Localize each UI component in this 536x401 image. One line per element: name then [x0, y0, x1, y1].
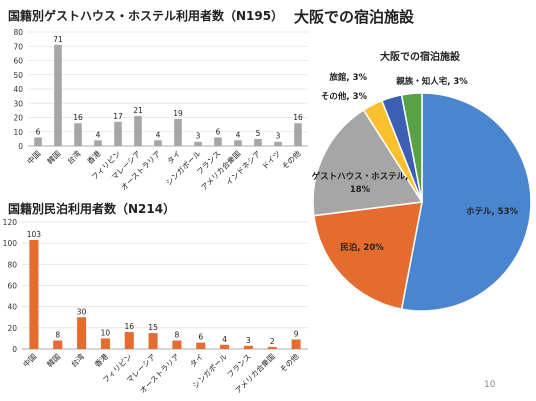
- y-tick-label: 10: [13, 128, 23, 137]
- y-tick-label: 40: [13, 85, 23, 94]
- bar: [154, 140, 162, 146]
- bar: [294, 123, 302, 146]
- pie-slice: [400, 92, 532, 312]
- pie-chart-title: 大阪での宿泊施設: [380, 52, 460, 63]
- pie-data-label: ゲストハウス・ホステル,: [312, 171, 409, 182]
- data-label: 6: [216, 127, 221, 136]
- data-label: 16: [124, 322, 134, 331]
- data-label: 3: [196, 132, 201, 141]
- data-label: 6: [198, 333, 203, 342]
- bar: [100, 338, 110, 349]
- data-label: 103: [27, 230, 42, 239]
- bar: [220, 344, 230, 349]
- y-tick-label: 20: [7, 324, 17, 333]
- y-tick-label: 20: [13, 114, 23, 123]
- bar: [291, 339, 301, 349]
- y-tick-label: 80: [7, 260, 17, 269]
- data-label: 3: [276, 132, 281, 141]
- bar: [274, 141, 282, 146]
- y-tick-label: 30: [13, 99, 23, 108]
- data-label: 8: [175, 331, 180, 340]
- data-label: 15: [148, 323, 158, 332]
- data-label: 2: [270, 337, 275, 346]
- bar: [134, 116, 142, 146]
- data-label: 5: [256, 129, 261, 138]
- bar: [267, 346, 277, 349]
- pie-slice: [312, 108, 424, 217]
- bar: [174, 118, 182, 146]
- y-tick-label: 40: [7, 303, 17, 312]
- y-tick-label: 60: [7, 282, 17, 291]
- data-label: 30: [77, 307, 87, 316]
- y-tick-label: 60: [13, 57, 23, 66]
- pie-data-label: 18%: [350, 185, 371, 195]
- bar: [54, 44, 62, 147]
- bar: [124, 332, 134, 349]
- guesthouse-chart-title: 国籍別ゲストハウス・ホステル利用者数（N195）: [8, 9, 284, 23]
- bar: [172, 340, 182, 349]
- y-tick-label: 0: [12, 345, 17, 354]
- data-label: 21: [133, 106, 143, 115]
- pie-data-label: 旅館, 3%: [328, 72, 367, 83]
- bar: [77, 317, 87, 349]
- data-label: 19: [173, 109, 183, 118]
- bar: [29, 239, 39, 349]
- data-label: 16: [293, 113, 303, 122]
- bar: [194, 141, 202, 146]
- y-tick-label: 120: [3, 218, 18, 227]
- y-tick-label: 50: [13, 71, 23, 80]
- pie-data-label: その他, 3%: [321, 91, 368, 102]
- data-label: 8: [55, 331, 60, 340]
- bar: [214, 137, 222, 146]
- y-tick-label: 0: [18, 142, 23, 151]
- data-label: 9: [294, 329, 299, 338]
- pie-data-label: 親族・知人宅, 3%: [396, 76, 468, 87]
- data-label: 4: [236, 130, 241, 139]
- slide-heading: 大阪での宿泊施設: [294, 8, 415, 26]
- bar: [53, 340, 63, 349]
- data-label: 4: [156, 130, 161, 139]
- data-label: 3: [246, 336, 251, 345]
- bar: [74, 123, 82, 146]
- y-tick-label: 100: [3, 239, 18, 248]
- pie-data-label: 民泊, 20%: [340, 242, 384, 253]
- data-label: 4: [222, 335, 227, 344]
- y-tick-label: 80: [13, 28, 23, 37]
- bar: [148, 333, 158, 349]
- bar: [234, 140, 242, 146]
- bar: [34, 137, 42, 146]
- data-label: 16: [73, 113, 83, 122]
- bar: [114, 121, 122, 146]
- bar: [243, 345, 253, 349]
- pie-data-label: ホテル, 53%: [466, 207, 519, 217]
- data-label: 10: [101, 328, 111, 337]
- bar: [94, 140, 102, 146]
- data-label: 4: [96, 130, 101, 139]
- data-label: 6: [36, 127, 41, 136]
- bar: [196, 342, 206, 349]
- bar: [254, 138, 262, 146]
- pie-slice: [313, 201, 423, 310]
- data-label: 71: [53, 35, 63, 44]
- minpaku-chart-title: 国籍別民泊利用者数（N214）: [8, 202, 176, 216]
- page-number: 10: [484, 380, 496, 390]
- pie-slice: [400, 92, 423, 203]
- y-tick-label: 70: [13, 42, 23, 51]
- data-label: 17: [113, 112, 123, 121]
